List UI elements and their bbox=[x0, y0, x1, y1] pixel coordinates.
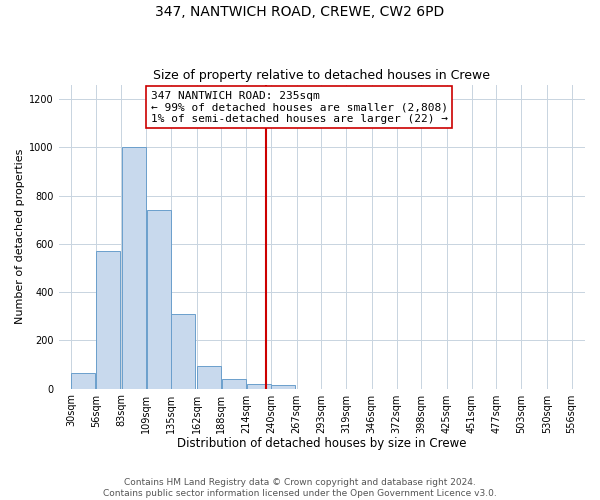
Y-axis label: Number of detached properties: Number of detached properties bbox=[15, 149, 25, 324]
Text: 347 NANTWICH ROAD: 235sqm
← 99% of detached houses are smaller (2,808)
1% of sem: 347 NANTWICH ROAD: 235sqm ← 99% of detac… bbox=[151, 90, 448, 124]
Bar bbox=[197, 366, 221, 388]
Bar bbox=[96, 251, 120, 388]
Bar bbox=[271, 385, 295, 388]
Text: Contains HM Land Registry data © Crown copyright and database right 2024.
Contai: Contains HM Land Registry data © Crown c… bbox=[103, 478, 497, 498]
Bar bbox=[146, 210, 170, 388]
X-axis label: Distribution of detached houses by size in Crewe: Distribution of detached houses by size … bbox=[177, 437, 467, 450]
Text: 347, NANTWICH ROAD, CREWE, CW2 6PD: 347, NANTWICH ROAD, CREWE, CW2 6PD bbox=[155, 5, 445, 19]
Bar bbox=[172, 314, 196, 388]
Bar bbox=[122, 148, 146, 388]
Bar bbox=[71, 373, 95, 388]
Bar bbox=[222, 379, 246, 388]
Bar bbox=[247, 384, 271, 388]
Title: Size of property relative to detached houses in Crewe: Size of property relative to detached ho… bbox=[154, 69, 490, 82]
